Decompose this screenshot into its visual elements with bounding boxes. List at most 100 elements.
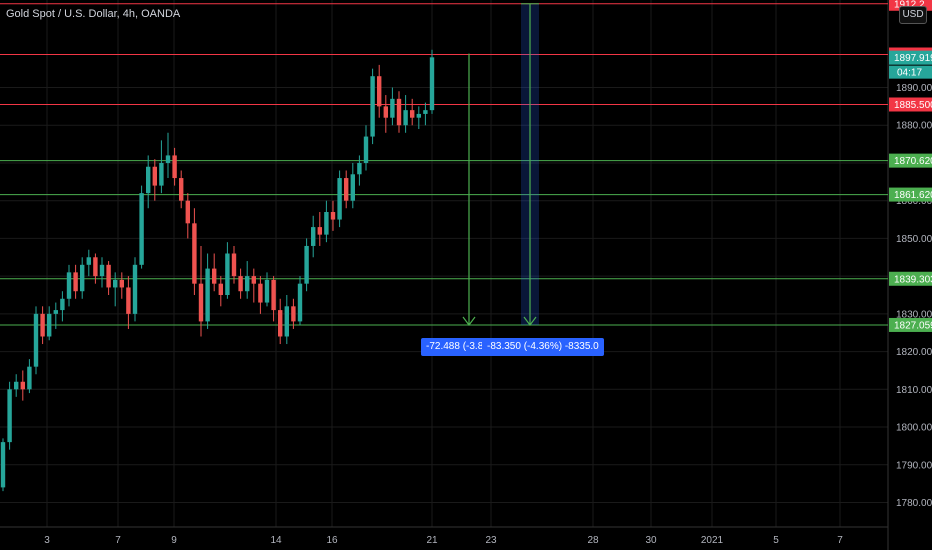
- candle-body: [357, 162, 362, 175]
- candle-body: [159, 162, 164, 186]
- x-tick-label: 9: [171, 535, 177, 546]
- measure-tooltip-short: -72.488 (-3.82: [421, 338, 495, 356]
- candle-body: [251, 276, 256, 284]
- candle-body: [264, 279, 270, 303]
- candle-body: [311, 227, 316, 246]
- candle-body: [139, 193, 144, 265]
- candle-body: [198, 283, 204, 322]
- measure-arrowhead-short: [462, 316, 476, 326]
- candle-body: [363, 136, 369, 163]
- last-price-label: 1897.919: [894, 53, 932, 64]
- y-tick-label: 1860.000: [896, 196, 932, 207]
- candle-body: [165, 155, 171, 163]
- candle-body: [40, 313, 45, 337]
- candle-body: [245, 276, 250, 292]
- candle-body: [403, 110, 408, 126]
- candle-body: [0, 442, 6, 488]
- y-tick-label: 1780.000: [896, 498, 932, 509]
- candle-body: [258, 283, 263, 303]
- x-tick-label: 5: [773, 535, 779, 546]
- y-tick-label: 1830.000: [896, 309, 932, 320]
- candle-body: [324, 212, 329, 235]
- candle-body: [344, 178, 349, 201]
- candle-body: [317, 227, 322, 235]
- candle-body: [192, 223, 197, 284]
- currency-button[interactable]: USD: [899, 6, 927, 24]
- candle-body: [66, 272, 72, 299]
- candle-body: [152, 166, 157, 186]
- x-tick-label: 7: [115, 535, 121, 546]
- candle-body: [271, 279, 276, 311]
- x-tick-label: 28: [587, 535, 599, 546]
- candle-body: [172, 155, 177, 179]
- candle-body: [93, 257, 98, 277]
- level-price-label: 1839.303: [894, 274, 932, 285]
- countdown-tag: [889, 65, 932, 79]
- candle-body: [291, 306, 296, 322]
- level-price-tag: [889, 0, 932, 11]
- y-tick-label: 1790.000: [896, 460, 932, 471]
- level-price-label: 1827.059: [894, 320, 932, 331]
- candle-body: [33, 313, 39, 367]
- candle-body: [179, 178, 184, 201]
- level-price-tag: [889, 187, 932, 202]
- candle-body: [205, 268, 210, 322]
- candle-body: [390, 98, 395, 118]
- x-tick-label: 3: [44, 535, 50, 546]
- candle-body: [132, 264, 138, 314]
- countdown-label: 04:17: [897, 68, 922, 79]
- x-tick-label: 21: [426, 535, 438, 546]
- candle-body: [396, 98, 402, 126]
- candle-body: [297, 283, 303, 322]
- y-tick-label: 1820.000: [896, 347, 932, 358]
- x-tick-label: 23: [485, 535, 497, 546]
- level-price-tag: [889, 97, 932, 112]
- candle-body: [423, 110, 428, 114]
- candle-body: [370, 76, 375, 137]
- candle-body: [278, 310, 283, 337]
- x-tick-label: 16: [326, 535, 338, 546]
- symbol-title[interactable]: Gold Spot / U.S. Dollar, 4h, OANDA: [6, 8, 181, 20]
- x-tick-label: 30: [645, 535, 657, 546]
- candle-body: [377, 76, 382, 107]
- candle-body: [53, 310, 58, 314]
- candle-body: [225, 253, 230, 295]
- level-price-label: 1912.2: [894, 0, 925, 10]
- candle-body: [350, 174, 355, 201]
- level-price-tag: [889, 271, 932, 286]
- candle-body: [113, 279, 118, 288]
- x-tick-label: 7: [837, 535, 843, 546]
- candle-body: [80, 264, 85, 292]
- candle-body: [106, 264, 111, 288]
- candle-body: [410, 110, 415, 118]
- candle-body: [60, 298, 65, 311]
- candle-body: [73, 272, 78, 292]
- level-price-label: 1885.500: [894, 100, 932, 111]
- candle-body: [146, 166, 151, 194]
- candle-body: [304, 245, 309, 284]
- candle-body: [383, 106, 388, 118]
- level-price-tag: [889, 153, 932, 168]
- last-price-tag: [889, 50, 932, 65]
- candle-body: [7, 389, 12, 443]
- candle-body: [218, 283, 223, 295]
- candle-body: [20, 381, 25, 390]
- measure-arrowhead-long: [523, 316, 537, 326]
- candle-body: [86, 257, 91, 265]
- candle-body: [238, 276, 243, 292]
- candle-body: [231, 253, 237, 277]
- y-tick-label: 1850.000: [896, 234, 932, 245]
- candle-body: [416, 113, 421, 118]
- level-price-label: 1870.620: [894, 156, 932, 167]
- x-tick-label: 14: [270, 535, 282, 546]
- candle-body: [429, 57, 435, 111]
- candle-body: [126, 287, 131, 314]
- y-tick-label: 1800.000: [896, 423, 932, 434]
- candle-body: [119, 279, 124, 288]
- candle-body: [284, 306, 289, 337]
- candle-body: [337, 178, 342, 220]
- y-tick-label: 1880.000: [896, 121, 932, 132]
- candle-body: [27, 366, 32, 390]
